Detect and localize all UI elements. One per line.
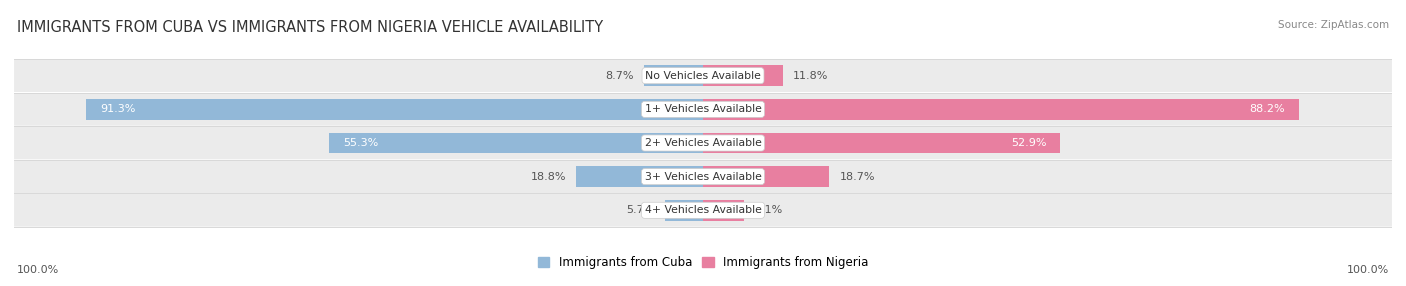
Bar	[703, 99, 1299, 120]
FancyBboxPatch shape	[14, 93, 1392, 126]
Bar	[703, 200, 744, 221]
Text: 8.7%: 8.7%	[606, 71, 634, 81]
Text: 11.8%: 11.8%	[793, 71, 828, 81]
Bar	[703, 65, 783, 86]
Bar	[644, 65, 703, 86]
Legend: Immigrants from Cuba, Immigrants from Nigeria: Immigrants from Cuba, Immigrants from Ni…	[537, 256, 869, 269]
Text: 91.3%: 91.3%	[100, 104, 135, 114]
Text: 5.7%: 5.7%	[626, 205, 654, 215]
Text: 4+ Vehicles Available: 4+ Vehicles Available	[644, 205, 762, 215]
Bar	[86, 99, 703, 120]
Text: IMMIGRANTS FROM CUBA VS IMMIGRANTS FROM NIGERIA VEHICLE AVAILABILITY: IMMIGRANTS FROM CUBA VS IMMIGRANTS FROM …	[17, 20, 603, 35]
FancyBboxPatch shape	[14, 160, 1392, 193]
FancyBboxPatch shape	[14, 59, 1392, 92]
Bar	[665, 200, 703, 221]
Text: 100.0%: 100.0%	[17, 265, 59, 275]
Text: Source: ZipAtlas.com: Source: ZipAtlas.com	[1278, 20, 1389, 30]
Text: No Vehicles Available: No Vehicles Available	[645, 71, 761, 81]
Bar	[576, 166, 703, 187]
FancyBboxPatch shape	[14, 127, 1392, 159]
FancyBboxPatch shape	[14, 194, 1392, 227]
Text: 55.3%: 55.3%	[343, 138, 378, 148]
Bar	[703, 166, 830, 187]
Text: 18.8%: 18.8%	[530, 172, 565, 182]
Text: 88.2%: 88.2%	[1250, 104, 1285, 114]
Bar	[703, 133, 1060, 153]
Bar	[329, 133, 703, 153]
Text: 18.7%: 18.7%	[839, 172, 875, 182]
Text: 1+ Vehicles Available: 1+ Vehicles Available	[644, 104, 762, 114]
Text: 3+ Vehicles Available: 3+ Vehicles Available	[644, 172, 762, 182]
Text: 52.9%: 52.9%	[1011, 138, 1047, 148]
Text: 100.0%: 100.0%	[1347, 265, 1389, 275]
Text: 2+ Vehicles Available: 2+ Vehicles Available	[644, 138, 762, 148]
Text: 6.1%: 6.1%	[755, 205, 783, 215]
